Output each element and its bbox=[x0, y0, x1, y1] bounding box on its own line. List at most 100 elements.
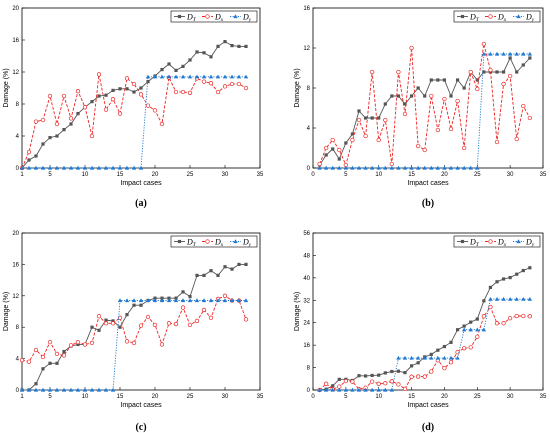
y-tick-label: 4 bbox=[307, 126, 311, 132]
series-line-Dx bbox=[319, 306, 530, 391]
data-point bbox=[528, 56, 532, 60]
data-point bbox=[145, 103, 151, 108]
x-tick-label: 30 bbox=[222, 172, 229, 178]
data-point bbox=[103, 387, 109, 392]
data-point bbox=[61, 353, 67, 358]
x-tick-label: 35 bbox=[257, 172, 264, 178]
data-point bbox=[488, 67, 493, 73]
data-point bbox=[350, 379, 355, 384]
data-point bbox=[243, 85, 249, 91]
y-tick-label: 12 bbox=[303, 46, 310, 52]
data-point bbox=[180, 298, 186, 303]
panel-label: (b) bbox=[422, 198, 434, 209]
data-point bbox=[138, 165, 144, 170]
y-tick-label: 8 bbox=[307, 366, 311, 372]
data-point bbox=[383, 381, 388, 386]
data-point bbox=[475, 165, 480, 170]
data-point bbox=[195, 50, 199, 54]
data-point bbox=[323, 387, 329, 392]
data-point bbox=[357, 109, 361, 113]
data-point bbox=[344, 141, 348, 145]
data-point bbox=[488, 285, 493, 289]
data-point bbox=[201, 307, 207, 313]
data-point bbox=[442, 365, 447, 371]
data-point bbox=[422, 165, 427, 170]
data-point bbox=[475, 86, 480, 92]
data-point bbox=[521, 51, 526, 56]
data-point bbox=[223, 265, 227, 269]
data-point bbox=[124, 76, 130, 81]
x-tick-label: 35 bbox=[257, 394, 264, 400]
data-point bbox=[138, 92, 144, 97]
y-tick-label: 0 bbox=[307, 388, 311, 394]
series-line-Dx bbox=[21, 295, 247, 363]
data-point bbox=[103, 321, 109, 326]
data-point bbox=[76, 342, 80, 347]
data-point bbox=[152, 108, 158, 113]
x-tick-label: 15 bbox=[117, 394, 124, 400]
legend-marker-Dy bbox=[516, 239, 521, 244]
data-point bbox=[167, 296, 171, 300]
data-point bbox=[482, 70, 486, 74]
data-point bbox=[455, 165, 460, 170]
data-point bbox=[323, 165, 329, 170]
data-point bbox=[429, 78, 433, 82]
data-point bbox=[501, 81, 506, 87]
data-point bbox=[201, 74, 207, 79]
data-point bbox=[435, 165, 441, 170]
data-point bbox=[383, 102, 387, 106]
data-point bbox=[174, 68, 178, 72]
data-point bbox=[515, 70, 519, 74]
y-tick-label: 20 bbox=[12, 6, 19, 12]
x-axis-label: Impact cases bbox=[120, 180, 162, 187]
legend-entry-DT: DT bbox=[186, 237, 197, 248]
data-point bbox=[455, 355, 460, 360]
legend-marker-DT bbox=[177, 14, 182, 19]
data-point bbox=[422, 374, 427, 379]
data-point bbox=[166, 298, 172, 303]
data-point bbox=[181, 290, 185, 294]
data-point bbox=[317, 161, 322, 167]
legend-box bbox=[453, 10, 541, 23]
data-point bbox=[97, 328, 101, 332]
y-tick-label: 16 bbox=[12, 38, 19, 44]
data-point bbox=[47, 93, 53, 99]
data-point bbox=[173, 298, 179, 303]
legend-marker-DT bbox=[460, 239, 465, 244]
x-tick-label: 0 bbox=[311, 172, 315, 178]
data-point bbox=[468, 69, 473, 75]
plot-frame bbox=[21, 232, 261, 391]
series-line-DT bbox=[21, 41, 246, 169]
data-point bbox=[350, 387, 355, 392]
data-point bbox=[33, 165, 39, 170]
data-point bbox=[429, 165, 434, 170]
data-point bbox=[409, 355, 414, 360]
data-point bbox=[468, 327, 473, 332]
data-point bbox=[475, 78, 479, 82]
legend-entry-Dy: Dy bbox=[525, 237, 535, 248]
data-point bbox=[33, 119, 39, 124]
chart-panel-d: 0 5 10 15 20 25 30 35 0 8 16 24 32 40 48 56 Impact cases… bbox=[294, 231, 547, 433]
series-line-Dy bbox=[22, 300, 246, 391]
data-point bbox=[62, 349, 66, 354]
data-point bbox=[370, 373, 374, 378]
data-point bbox=[350, 132, 355, 136]
data-point bbox=[68, 387, 74, 392]
data-point bbox=[180, 89, 186, 95]
data-point bbox=[188, 294, 192, 299]
data-point bbox=[481, 41, 487, 47]
y-tick-label: 48 bbox=[303, 253, 310, 259]
data-point bbox=[442, 78, 447, 82]
data-point bbox=[111, 88, 115, 92]
data-point bbox=[396, 382, 401, 387]
x-tick-label: 10 bbox=[82, 172, 89, 178]
data-point bbox=[55, 134, 59, 138]
legend-box bbox=[170, 10, 258, 23]
data-point bbox=[527, 51, 533, 56]
series-Dx bbox=[317, 41, 533, 168]
x-tick-label: 0 bbox=[311, 394, 315, 400]
data-point bbox=[117, 298, 123, 303]
plot-frame bbox=[312, 232, 544, 391]
